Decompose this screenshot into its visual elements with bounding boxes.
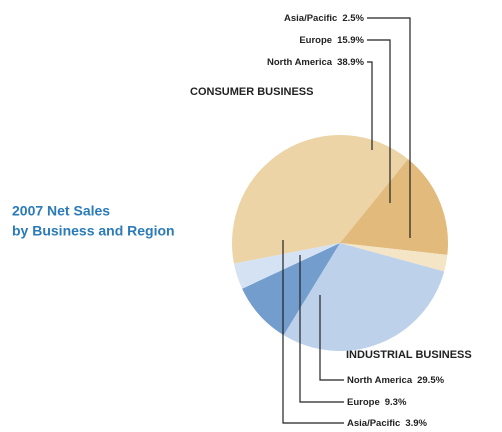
leader-line [299,255,344,403]
slice-label: Europe 9.3% [347,397,407,408]
pie-slice [340,159,449,255]
slice-category: Europe [347,397,380,408]
slice-value: 15.9% [337,35,364,46]
chart-title: by Business and Region [12,223,175,239]
pie-slice [233,243,340,289]
slice-category: Asia/Pacific [347,418,400,427]
leader-line [319,295,344,381]
slice-category: North America [267,57,333,68]
pie-slice [340,243,448,272]
slice-label: Asia/Pacific 2.5% [284,13,365,24]
pie-slice [232,135,409,264]
leader-line [282,240,344,424]
slice-value: 9.3% [385,397,407,408]
slice-label: North America 29.5% [347,375,445,386]
slice-value: 29.5% [417,375,444,386]
leader-line [367,39,391,203]
leader-line [367,61,373,150]
pie-slice [283,243,445,351]
slice-value: 3.9% [405,418,427,427]
pie-slice [242,243,340,336]
slice-label: Asia/Pacific 3.9% [347,418,428,427]
chart-title: 2007 Net Sales [12,203,110,219]
slice-category: Asia/Pacific [284,13,337,24]
slice-label: Europe 15.9% [299,35,364,46]
slice-value: 38.9% [337,57,364,68]
group-label: INDUSTRIAL BUSINESS [346,349,472,361]
group-label: CONSUMER BUSINESS [190,86,313,98]
leader-line [367,17,411,238]
slice-label: North America 38.9% [267,57,365,68]
slice-category: Europe [299,35,332,46]
slice-category: North America [347,375,413,386]
slice-value: 2.5% [342,13,364,24]
